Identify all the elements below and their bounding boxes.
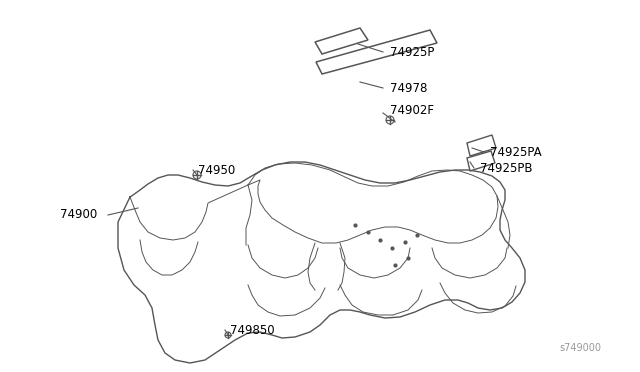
Text: 74902F: 74902F (390, 103, 434, 116)
Text: 749850: 749850 (230, 324, 275, 337)
Text: 74925P: 74925P (390, 45, 435, 58)
Text: 74900: 74900 (60, 208, 97, 221)
Text: s749000: s749000 (559, 343, 601, 353)
Text: 74978: 74978 (390, 81, 428, 94)
Text: 74925PA: 74925PA (490, 145, 541, 158)
Text: 74950: 74950 (198, 164, 236, 176)
Text: 74925PB: 74925PB (480, 161, 532, 174)
